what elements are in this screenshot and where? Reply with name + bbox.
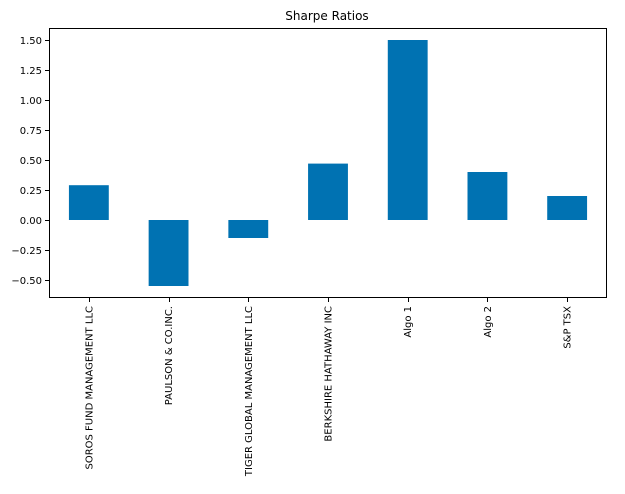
y-tick-label: 1.00	[20, 96, 42, 107]
bar	[148, 220, 189, 286]
y-tick-label: 1.50	[20, 36, 42, 47]
bar	[68, 185, 109, 220]
bar	[547, 196, 588, 220]
x-tick-label: PAULSON & CO.INC.	[164, 306, 175, 405]
x-axis: SOROS FUND MANAGEMENT LLC PAULSON & CO.IN…	[84, 298, 574, 477]
bars-layer	[68, 40, 588, 286]
x-tick-label: Algo 2	[483, 306, 494, 338]
y-tick-label: 0.00	[20, 216, 42, 227]
bar	[228, 220, 269, 238]
bar	[467, 172, 508, 220]
bar	[387, 40, 428, 220]
x-tick-label: Algo 1	[403, 306, 414, 338]
y-tick-label: 0.25	[20, 186, 42, 197]
y-tick-label: 0.50	[20, 156, 42, 167]
y-tick-label: −0.50	[11, 276, 42, 287]
y-tick-label: 0.75	[20, 126, 42, 137]
chart-title: Sharpe Ratios	[285, 9, 368, 23]
y-axis: −0.50 −0.25 0.00 0.25 0.50 0.75 1.00 1.25 1.50	[11, 36, 49, 287]
y-tick-label: 1.25	[20, 66, 42, 77]
x-tick-label: TIGER GLOBAL MANAGEMENT LLC	[244, 306, 255, 477]
bar	[308, 163, 348, 220]
x-tick-label: BERKSHIRE HATHAWAY INC	[324, 306, 335, 442]
x-tick-label: S&P TSX	[563, 306, 574, 349]
y-tick-label: −0.25	[11, 246, 42, 257]
x-tick-label: SOROS FUND MANAGEMENT LLC	[84, 306, 95, 470]
plot-area-frame	[49, 28, 607, 298]
